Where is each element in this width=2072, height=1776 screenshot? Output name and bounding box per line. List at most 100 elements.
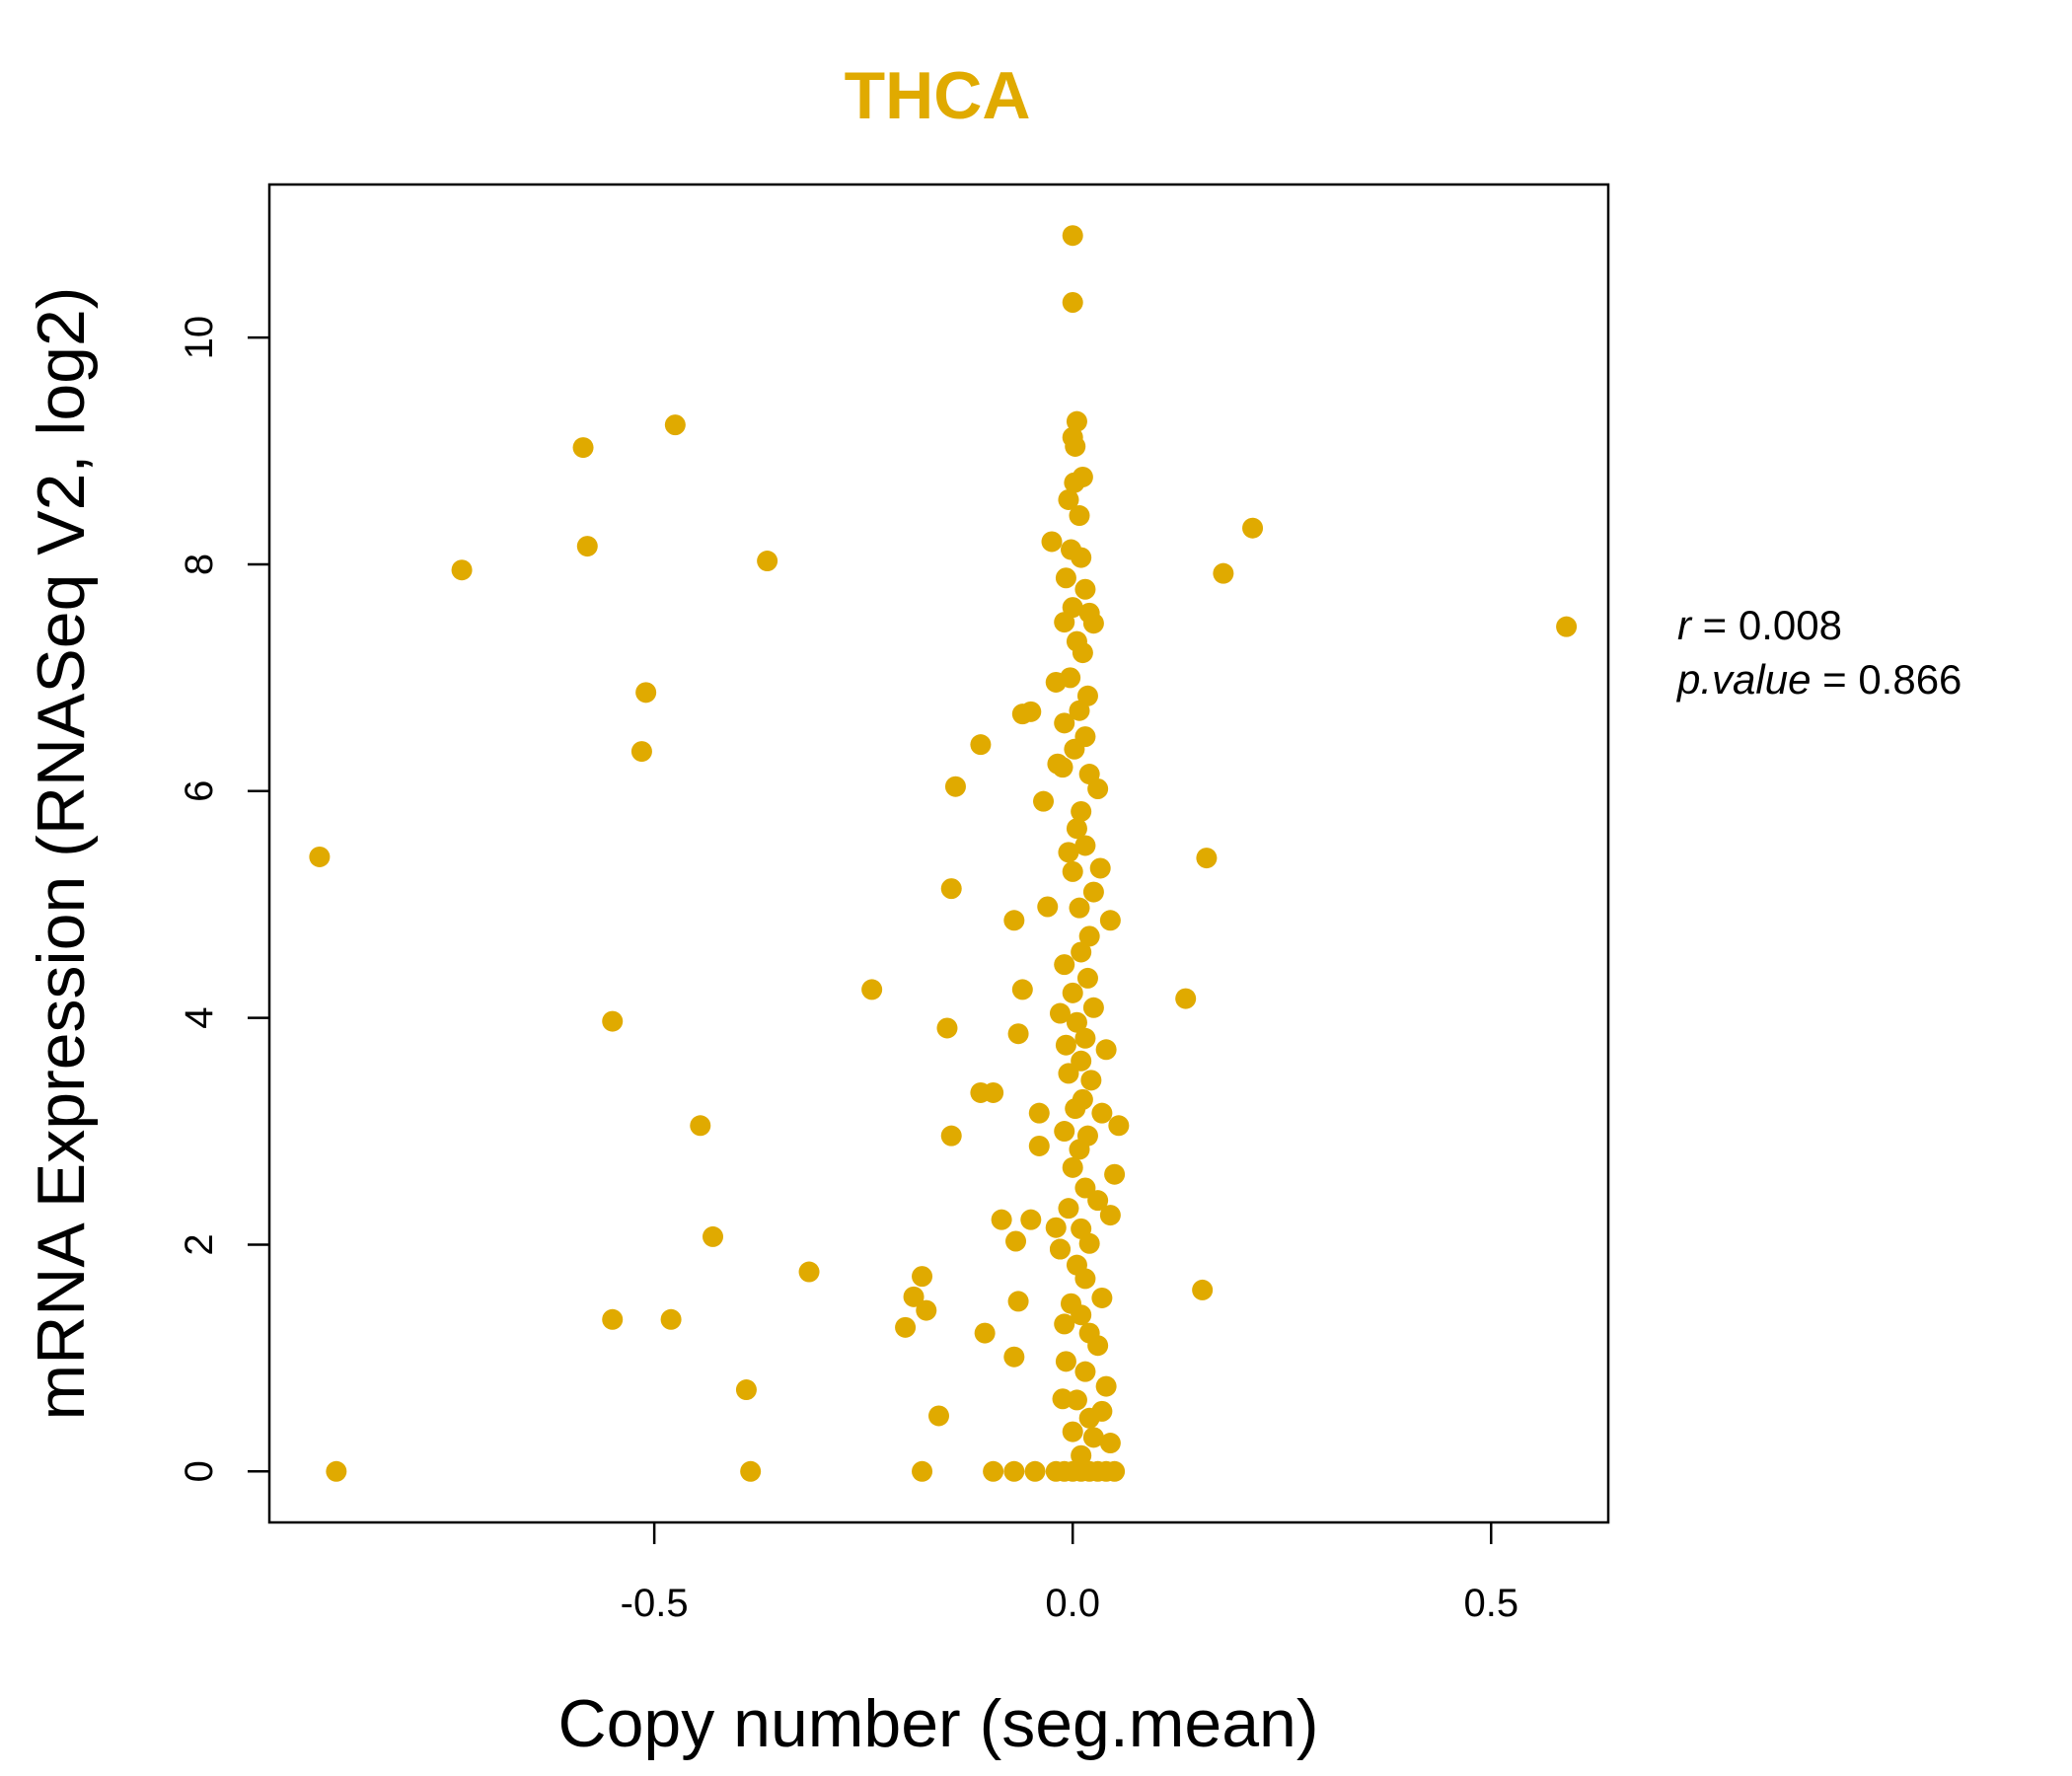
- data-point: [1024, 1460, 1046, 1482]
- data-point: [1058, 488, 1079, 510]
- data-point: [1069, 700, 1090, 721]
- data-point: [940, 1125, 962, 1147]
- r-label: r: [1677, 602, 1693, 648]
- y-axis-label: mRNA Expression (RNASeq V2, log2): [24, 287, 99, 1421]
- data-point: [1054, 1313, 1075, 1335]
- data-point: [1065, 435, 1086, 457]
- data-point: [735, 1379, 757, 1401]
- x-tick-label: 0.0: [1045, 1582, 1100, 1625]
- data-point: [740, 1460, 762, 1482]
- data-point: [1064, 738, 1085, 760]
- data-point: [1087, 1190, 1109, 1212]
- data-point: [1054, 612, 1075, 633]
- data-point: [916, 1299, 937, 1321]
- data-point: [572, 437, 594, 459]
- data-point: [1069, 505, 1090, 527]
- data-point: [1072, 642, 1093, 664]
- data-point: [703, 1225, 724, 1247]
- data-point: [1074, 835, 1096, 856]
- data-point: [1074, 1177, 1096, 1199]
- data-point: [1062, 860, 1083, 882]
- data-point: [1099, 1433, 1121, 1454]
- data-point: [1082, 613, 1104, 634]
- y-tick-label: 0: [178, 1460, 221, 1482]
- data-point: [1074, 578, 1096, 600]
- data-point: [936, 1017, 958, 1039]
- data-point: [1041, 531, 1063, 553]
- data-point: [1071, 547, 1092, 568]
- data-point: [1091, 1287, 1113, 1308]
- data-point: [602, 1010, 624, 1032]
- data-point: [1058, 1063, 1079, 1084]
- data-point: [1049, 1002, 1071, 1024]
- r-value: 0.008: [1739, 602, 1842, 648]
- r-statistic: r = 0.008: [1677, 602, 1842, 648]
- data-point: [1074, 1268, 1096, 1290]
- data-point: [944, 776, 966, 797]
- data-point: [1069, 1139, 1090, 1160]
- data-point: [1071, 1050, 1092, 1072]
- data-point: [1055, 1351, 1076, 1372]
- data-point: [1082, 881, 1104, 903]
- x-axis: -0.5 0.0 0.5: [621, 1522, 1518, 1625]
- data-point: [1045, 1217, 1067, 1238]
- data-point: [1058, 1198, 1079, 1220]
- data-point: [1028, 1135, 1050, 1156]
- data-point: [1071, 941, 1092, 963]
- data-point: [1242, 517, 1264, 539]
- data-point: [1108, 1115, 1130, 1137]
- data-point: [660, 1308, 682, 1330]
- data-point: [1080, 1070, 1102, 1091]
- data-point: [1062, 225, 1083, 247]
- data-point: [1058, 842, 1079, 863]
- data-point: [1078, 1232, 1100, 1254]
- data-point: [1062, 1156, 1083, 1178]
- data-point: [940, 878, 962, 900]
- data-point: [903, 1286, 925, 1307]
- data-point: [1095, 1375, 1117, 1397]
- data-point: [1087, 1335, 1109, 1357]
- data-point: [1082, 997, 1104, 1018]
- data-point: [1049, 1238, 1071, 1260]
- y-tick-label: 10: [178, 316, 221, 360]
- data-point: [1003, 910, 1025, 931]
- data-point: [974, 1322, 996, 1344]
- x-axis-label: Copy number (seg.mean): [557, 1686, 1318, 1761]
- data-point: [1071, 1444, 1092, 1466]
- data-point: [451, 559, 473, 581]
- data-point: [1556, 616, 1578, 637]
- data-point: [1082, 1427, 1104, 1448]
- data-point: [1196, 848, 1218, 869]
- data-point: [1175, 988, 1197, 1009]
- data-point: [912, 1266, 933, 1288]
- data-point: [1028, 1102, 1050, 1124]
- y-tick-label: 4: [178, 1007, 221, 1029]
- data-point: [326, 1460, 347, 1482]
- data-points: [309, 225, 1578, 1482]
- data-point: [576, 536, 598, 557]
- data-point: [1071, 1304, 1092, 1326]
- data-point: [912, 1460, 933, 1482]
- data-point: [1078, 1407, 1100, 1429]
- data-point: [1003, 1460, 1025, 1482]
- data-point: [1054, 1121, 1075, 1143]
- data-point: [1037, 896, 1059, 918]
- data-point: [1020, 701, 1042, 722]
- data-point: [1054, 954, 1075, 976]
- data-point: [635, 682, 657, 703]
- data-point: [664, 414, 686, 436]
- data-point: [798, 1261, 820, 1283]
- data-point: [1062, 1421, 1083, 1443]
- data-point: [602, 1308, 624, 1330]
- data-point: [1192, 1279, 1214, 1300]
- data-point: [1099, 910, 1121, 931]
- p-value-label: p.value: [1675, 656, 1811, 703]
- data-point: [1065, 1098, 1086, 1120]
- data-point: [1055, 1034, 1076, 1056]
- data-point: [1074, 1027, 1096, 1049]
- y-tick-label: 2: [178, 1233, 221, 1255]
- data-point: [1052, 757, 1073, 778]
- y-tick-label: 8: [178, 554, 221, 575]
